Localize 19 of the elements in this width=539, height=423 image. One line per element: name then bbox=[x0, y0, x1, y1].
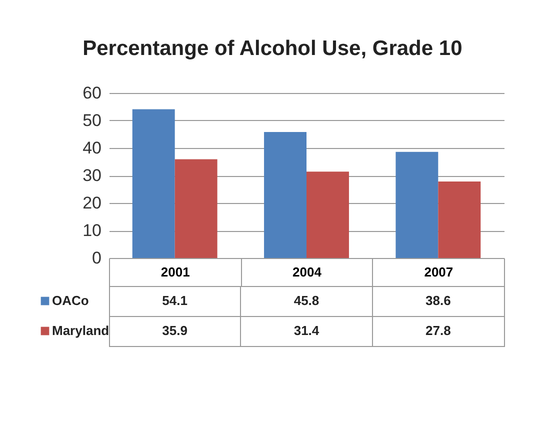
x-tick-label: 2007 bbox=[424, 264, 454, 280]
y-tick-label: 10 bbox=[82, 221, 102, 240]
data-label: 45.8 bbox=[294, 293, 320, 308]
legend-label: Maryland bbox=[52, 323, 110, 338]
y-tick-label: 0 bbox=[92, 248, 102, 268]
data-label: 31.4 bbox=[294, 323, 320, 338]
data-label: 54.1 bbox=[162, 293, 188, 308]
x-tick-label: 2001 bbox=[160, 264, 190, 280]
chart-title: Percentange of Alcohol Use, Grade 10 bbox=[82, 37, 462, 60]
data-label: 35.9 bbox=[162, 323, 188, 338]
x-tick-label: 2004 bbox=[292, 264, 322, 280]
y-tick-label: 40 bbox=[82, 138, 102, 158]
y-tick-label: 30 bbox=[82, 166, 102, 185]
data-label: 27.8 bbox=[426, 323, 451, 338]
data-label: 38.6 bbox=[426, 293, 451, 308]
y-tick-label: 50 bbox=[82, 111, 102, 130]
y-tick-label: 20 bbox=[82, 194, 102, 212]
y-tick-label: 60 bbox=[82, 84, 102, 102]
legend-label: OACo bbox=[52, 293, 89, 308]
